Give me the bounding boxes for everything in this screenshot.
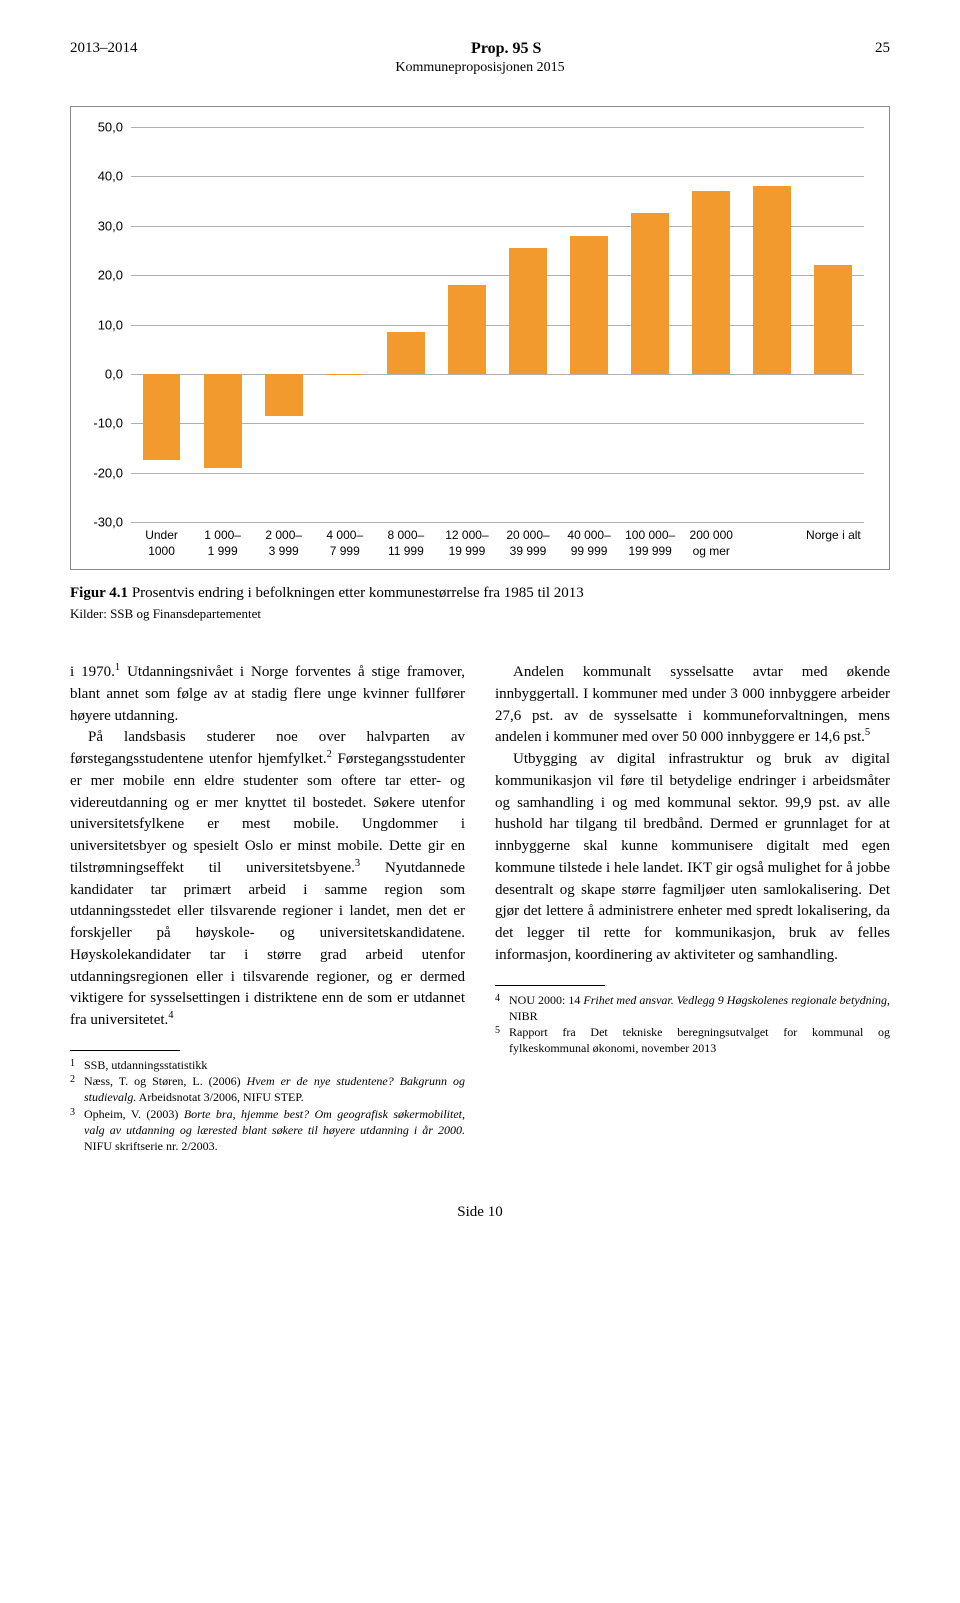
chart-bar-slot: [681, 127, 742, 522]
chart-bar-slot: [742, 127, 803, 522]
chart-bar-slot: [803, 127, 864, 522]
chart-x-label: 2 000–3 999: [253, 528, 314, 559]
footnote-text: NOU 2000: 14 Frihet med ansvar. Vedlegg …: [509, 992, 890, 1024]
footnotes-right: 4NOU 2000: 14 Frihet med ansvar. Vedlegg…: [495, 992, 890, 1057]
chart-x-label: Under1000: [131, 528, 192, 559]
chart-x-label: 1 000–1 999: [192, 528, 253, 559]
chart-bars-row: [131, 127, 864, 522]
chart-bar-slot: [314, 127, 375, 522]
chart-y-label: 10,0: [98, 317, 131, 332]
chart-bar: [692, 191, 730, 374]
chart-y-label: -10,0: [93, 416, 131, 431]
footnote-rule-left: [70, 1050, 180, 1051]
chart-y-label: 30,0: [98, 218, 131, 233]
chart-x-label: 40 000–99 999: [559, 528, 620, 559]
footnote-number: 2: [70, 1073, 84, 1105]
chart-x-label: 4 000–7 999: [314, 528, 375, 559]
page-footer: Side 10: [70, 1204, 890, 1221]
chart-gridline: [131, 522, 864, 523]
chart-bar: [387, 332, 425, 374]
chart-bar-slot: [436, 127, 497, 522]
header-left: 2013–2014: [70, 40, 138, 58]
chart-bar: [753, 186, 791, 374]
body-text-left: i 1970.1 Utdanningsnivået i Norge forven…: [70, 662, 465, 1032]
chart-x-label: [742, 528, 803, 559]
chart-x-label: 100 000–199 999: [620, 528, 681, 559]
chart-y-label: 50,0: [98, 120, 131, 135]
page-header: 2013–2014 Prop. 95 S 25: [70, 40, 890, 58]
left-column: i 1970.1 Utdanningsnivået i Norge forven…: [70, 662, 465, 1154]
chart-container: 50,040,030,020,010,00,0-10,0-20,0-30,0 U…: [70, 106, 890, 570]
footnotes-left: 1SSB, utdanningsstatistikk2Næss, T. og S…: [70, 1057, 465, 1154]
chart-x-label: 200 000og mer: [681, 528, 742, 559]
figure-source: Kilder: SSB og Finansdepartementet: [70, 606, 890, 622]
chart-x-label: Norge i alt: [803, 528, 864, 559]
chart-bar: [204, 374, 242, 468]
footnote-text: Rapport fra Det tekniske beregningsutval…: [509, 1024, 890, 1056]
footnote: 3Opheim, V. (2003) Borte bra, hjemme bes…: [70, 1106, 465, 1155]
chart-bar: [570, 236, 608, 374]
footnote-rule-right: [495, 985, 605, 986]
right-column: Andelen kommunalt sysselsatte avtar med …: [495, 662, 890, 1154]
chart-bar: [631, 213, 669, 373]
chart-bar-slot: [497, 127, 558, 522]
figure-number: Figur 4.1: [70, 585, 128, 601]
chart-x-label: 20 000–39 999: [497, 528, 558, 559]
chart-x-labels: Under10001 000–1 9992 000–3 9994 000–7 9…: [131, 528, 864, 559]
chart-bar-slot: [559, 127, 620, 522]
chart-plot-area: 50,040,030,020,010,00,0-10,0-20,0-30,0: [131, 127, 864, 522]
footnote-text: Opheim, V. (2003) Borte bra, hjemme best…: [84, 1106, 465, 1155]
chart-bar: [509, 248, 547, 374]
footnote-number: 4: [495, 992, 509, 1024]
header-center: Prop. 95 S: [471, 40, 541, 58]
chart-y-label: -20,0: [93, 465, 131, 480]
chart-y-label: 40,0: [98, 169, 131, 184]
figure-caption: Figur 4.1 Prosentvis endring i befolknin…: [70, 585, 890, 602]
chart-bar-slot: [192, 127, 253, 522]
body-columns: i 1970.1 Utdanningsnivået i Norge forven…: [70, 662, 890, 1154]
header-subtitle: Kommuneproposisjonen 2015: [70, 60, 890, 76]
body-text-right: Andelen kommunalt sysselsatte avtar med …: [495, 662, 890, 967]
chart-y-label: 20,0: [98, 268, 131, 283]
footnote: 5Rapport fra Det tekniske beregningsutva…: [495, 1024, 890, 1056]
chart-bar-slot: [620, 127, 681, 522]
chart-x-label: 8 000–11 999: [375, 528, 436, 559]
header-right: 25: [875, 40, 890, 58]
footnote-number: 5: [495, 1024, 509, 1056]
chart-bar: [814, 265, 852, 374]
footnote: 4NOU 2000: 14 Frihet med ansvar. Vedlegg…: [495, 992, 890, 1024]
chart-bar-slot: [375, 127, 436, 522]
chart-bar: [448, 285, 486, 374]
chart-bar: [265, 374, 303, 416]
chart-y-label: -30,0: [93, 515, 131, 530]
footnote: 1SSB, utdanningsstatistikk: [70, 1057, 465, 1073]
footnote-number: 1: [70, 1057, 84, 1073]
footnote: 2Næss, T. og Støren, L. (2006) Hvem er d…: [70, 1073, 465, 1105]
chart-x-label: 12 000–19 999: [436, 528, 497, 559]
chart-bar-slot: [253, 127, 314, 522]
figure-title: Prosentvis endring i befolkningen etter …: [132, 585, 584, 601]
footnote-text: Næss, T. og Støren, L. (2006) Hvem er de…: [84, 1073, 465, 1105]
footnote-text: SSB, utdanningsstatistikk: [84, 1057, 465, 1073]
chart-y-label: 0,0: [105, 366, 131, 381]
chart-bar: [143, 374, 181, 460]
chart-bar-slot: [131, 127, 192, 522]
footnote-number: 3: [70, 1106, 84, 1155]
